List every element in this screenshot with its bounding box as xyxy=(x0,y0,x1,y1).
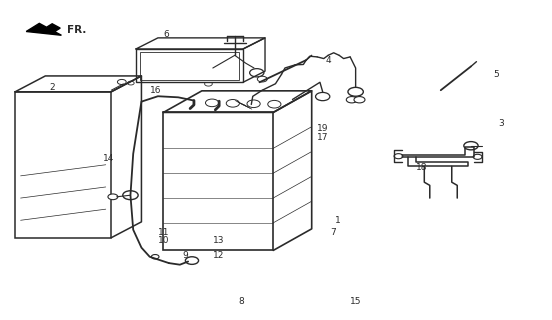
Bar xyxy=(163,112,273,251)
Text: 13: 13 xyxy=(213,236,224,245)
Circle shape xyxy=(205,82,213,86)
Text: 7: 7 xyxy=(330,228,336,237)
Text: 11: 11 xyxy=(158,228,169,237)
Circle shape xyxy=(206,69,220,77)
Polygon shape xyxy=(26,23,61,35)
Text: 14: 14 xyxy=(103,154,114,163)
Circle shape xyxy=(316,92,330,101)
Circle shape xyxy=(247,100,260,108)
Circle shape xyxy=(128,81,134,85)
Text: 6: 6 xyxy=(163,30,169,39)
Circle shape xyxy=(226,100,240,107)
Text: 16: 16 xyxy=(150,86,161,95)
Circle shape xyxy=(108,194,118,200)
Circle shape xyxy=(257,76,267,82)
Text: 5: 5 xyxy=(493,70,498,79)
Bar xyxy=(15,92,112,238)
Circle shape xyxy=(123,191,138,200)
Circle shape xyxy=(348,87,363,96)
Text: 9: 9 xyxy=(183,251,188,260)
Circle shape xyxy=(394,154,403,159)
Text: 18: 18 xyxy=(416,164,428,172)
Text: 8: 8 xyxy=(238,297,245,306)
Circle shape xyxy=(346,97,357,103)
Text: 4: 4 xyxy=(326,56,331,65)
Text: FR.: FR. xyxy=(67,25,87,35)
Circle shape xyxy=(205,99,219,107)
Circle shape xyxy=(185,257,199,264)
Circle shape xyxy=(151,254,159,259)
Text: 1: 1 xyxy=(335,216,341,225)
Text: 12: 12 xyxy=(213,251,224,260)
Bar xyxy=(136,49,243,82)
Text: 15: 15 xyxy=(350,297,362,306)
Circle shape xyxy=(464,142,478,150)
Text: 19: 19 xyxy=(317,124,328,133)
Circle shape xyxy=(250,69,264,77)
Text: 10: 10 xyxy=(158,236,169,245)
Text: 2: 2 xyxy=(50,83,55,92)
Circle shape xyxy=(473,154,482,159)
Bar xyxy=(140,52,238,80)
Circle shape xyxy=(200,76,210,82)
Circle shape xyxy=(354,97,365,103)
Text: 3: 3 xyxy=(498,119,504,128)
Text: 17: 17 xyxy=(317,133,328,142)
Circle shape xyxy=(268,100,281,108)
Circle shape xyxy=(118,79,126,84)
